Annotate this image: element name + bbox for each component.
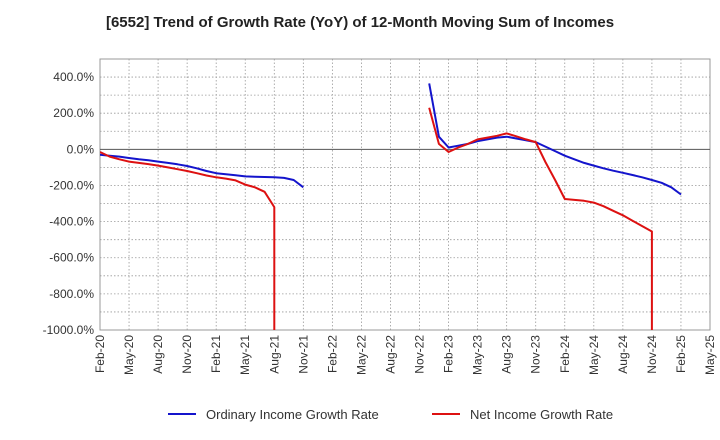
y-tick-label: -200.0% (49, 178, 94, 192)
net-income-line (428, 107, 653, 330)
x-tick-label: Feb-22 (325, 335, 339, 373)
x-tick-label: May-20 (122, 335, 136, 375)
x-tick-label: Aug-23 (500, 335, 514, 374)
x-tick-label: Nov-20 (180, 335, 194, 374)
y-tick-label: -400.0% (49, 215, 94, 229)
x-tick-label: Nov-21 (296, 335, 310, 374)
plot-area (99, 58, 711, 331)
x-tick-label: Aug-24 (616, 335, 630, 374)
y-tick-label: 400.0% (53, 70, 94, 84)
x-tick-label: May-21 (238, 335, 252, 375)
x-tick-label: May-22 (354, 335, 368, 375)
y-tick-label: -600.0% (49, 251, 94, 265)
x-tick-label: Feb-24 (558, 335, 572, 373)
x-tick-label: Aug-22 (383, 335, 397, 374)
x-tick-label: Aug-21 (267, 335, 281, 374)
legend-label: Net Income Growth Rate (470, 407, 613, 422)
x-tick-label: May-23 (471, 335, 485, 375)
chart-title: [6552] Trend of Growth Rate (YoY) of 12-… (105, 14, 615, 31)
legend-label: Ordinary Income Growth Rate (206, 407, 379, 422)
x-tick-label: Feb-23 (442, 335, 456, 373)
x-tick-label: May-25 (703, 335, 717, 375)
y-tick-label: -1000.0% (43, 323, 95, 337)
ordinary-income-line (100, 153, 304, 189)
x-tick-label: Nov-22 (413, 335, 427, 374)
x-tick-label: Feb-21 (209, 335, 223, 373)
y-tick-label: -800.0% (49, 287, 94, 301)
y-tick-label: 0.0% (67, 142, 95, 156)
x-tick-label: Feb-25 (674, 335, 688, 373)
y-tick-label: 200.0% (53, 106, 94, 120)
x-tick-label: Nov-24 (645, 335, 659, 374)
x-tick-label: Nov-23 (529, 335, 543, 374)
x-tick-label: Aug-20 (151, 335, 165, 374)
x-tick-label: May-24 (587, 335, 601, 375)
x-tick-label: Feb-20 (93, 335, 107, 373)
net-income-line (100, 151, 276, 330)
